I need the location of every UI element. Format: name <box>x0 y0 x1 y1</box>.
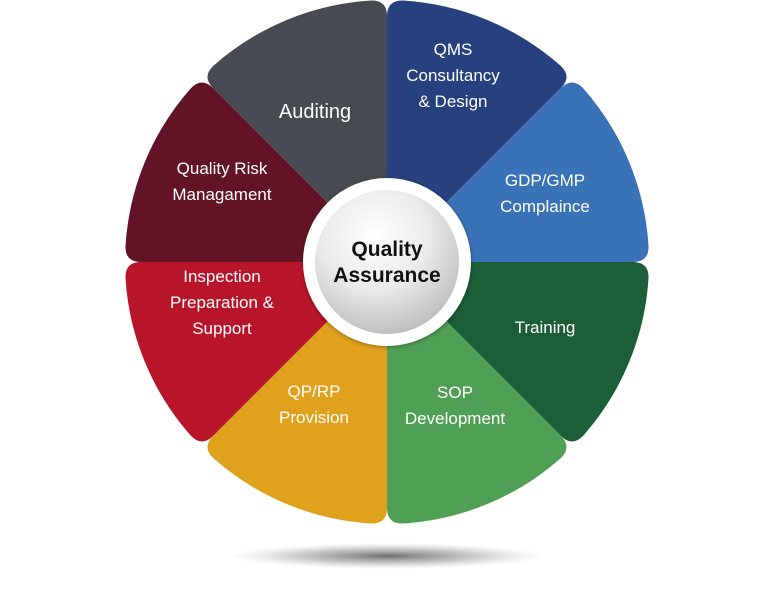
center-label-line-2: Assurance <box>333 264 440 287</box>
segment-sop-label-line-1: SOP <box>437 383 473 402</box>
ground-shadow <box>229 543 545 569</box>
segment-quality-risk-label-line-1: Quality Risk <box>177 159 268 178</box>
center-label-line-1: Quality <box>351 238 423 261</box>
segment-inspection-label-line-3: Support <box>192 319 252 338</box>
segment-sop-label-line-2: Development <box>405 409 505 428</box>
segment-qp-rp-label-line-1: QP/RP <box>288 382 341 401</box>
segment-gdp-gmp-label-line-2: Complaince <box>500 197 590 216</box>
segment-qp-rp-label-line-2: Provision <box>279 408 349 427</box>
segment-inspection-label-line-1: Inspection <box>183 267 261 286</box>
segment-training-label-line-1: Training <box>515 318 576 337</box>
segment-auditing-label-line-1: Auditing <box>279 101 351 123</box>
segment-quality-risk-label-line-2: Managament <box>172 185 272 204</box>
segment-qms-label-line-1: QMS <box>434 40 473 59</box>
segment-inspection-label-line-2: Preparation & <box>170 293 275 312</box>
segment-qms-label-line-2: Consultancy <box>406 66 500 85</box>
segment-qms-label-line-3: & Design <box>419 92 488 111</box>
center-hub: Quality Assurance <box>303 178 471 346</box>
segment-gdp-gmp-label-line-1: GDP/GMP <box>505 171 585 190</box>
center-disc <box>315 190 459 334</box>
